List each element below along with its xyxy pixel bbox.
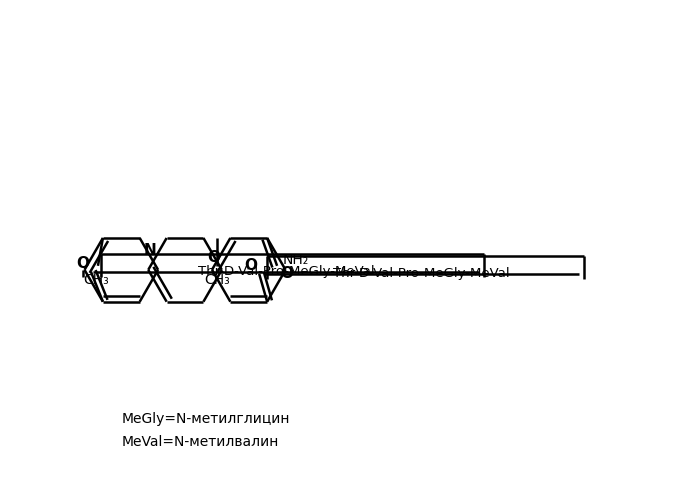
Text: MeGly=N-метилглицин: MeGly=N-метилглицин	[122, 412, 290, 426]
Text: O: O	[76, 257, 89, 271]
Text: O: O	[245, 259, 258, 274]
Text: CH₃: CH₃	[204, 273, 230, 287]
Text: Thr-D-Val-Pro-MeGly-MeVal: Thr-D-Val-Pro-MeGly-MeVal	[198, 265, 375, 278]
Text: CH₃: CH₃	[83, 273, 109, 287]
Text: MeVal=N-метилвалин: MeVal=N-метилвалин	[122, 435, 279, 449]
Text: Thr-D-Val-Pro-MeGly-MeVal: Thr-D-Val-Pro-MeGly-MeVal	[333, 267, 510, 280]
Text: O: O	[207, 250, 220, 265]
Text: N: N	[143, 243, 157, 259]
Text: O: O	[280, 266, 294, 281]
Text: NH₂: NH₂	[282, 253, 308, 267]
